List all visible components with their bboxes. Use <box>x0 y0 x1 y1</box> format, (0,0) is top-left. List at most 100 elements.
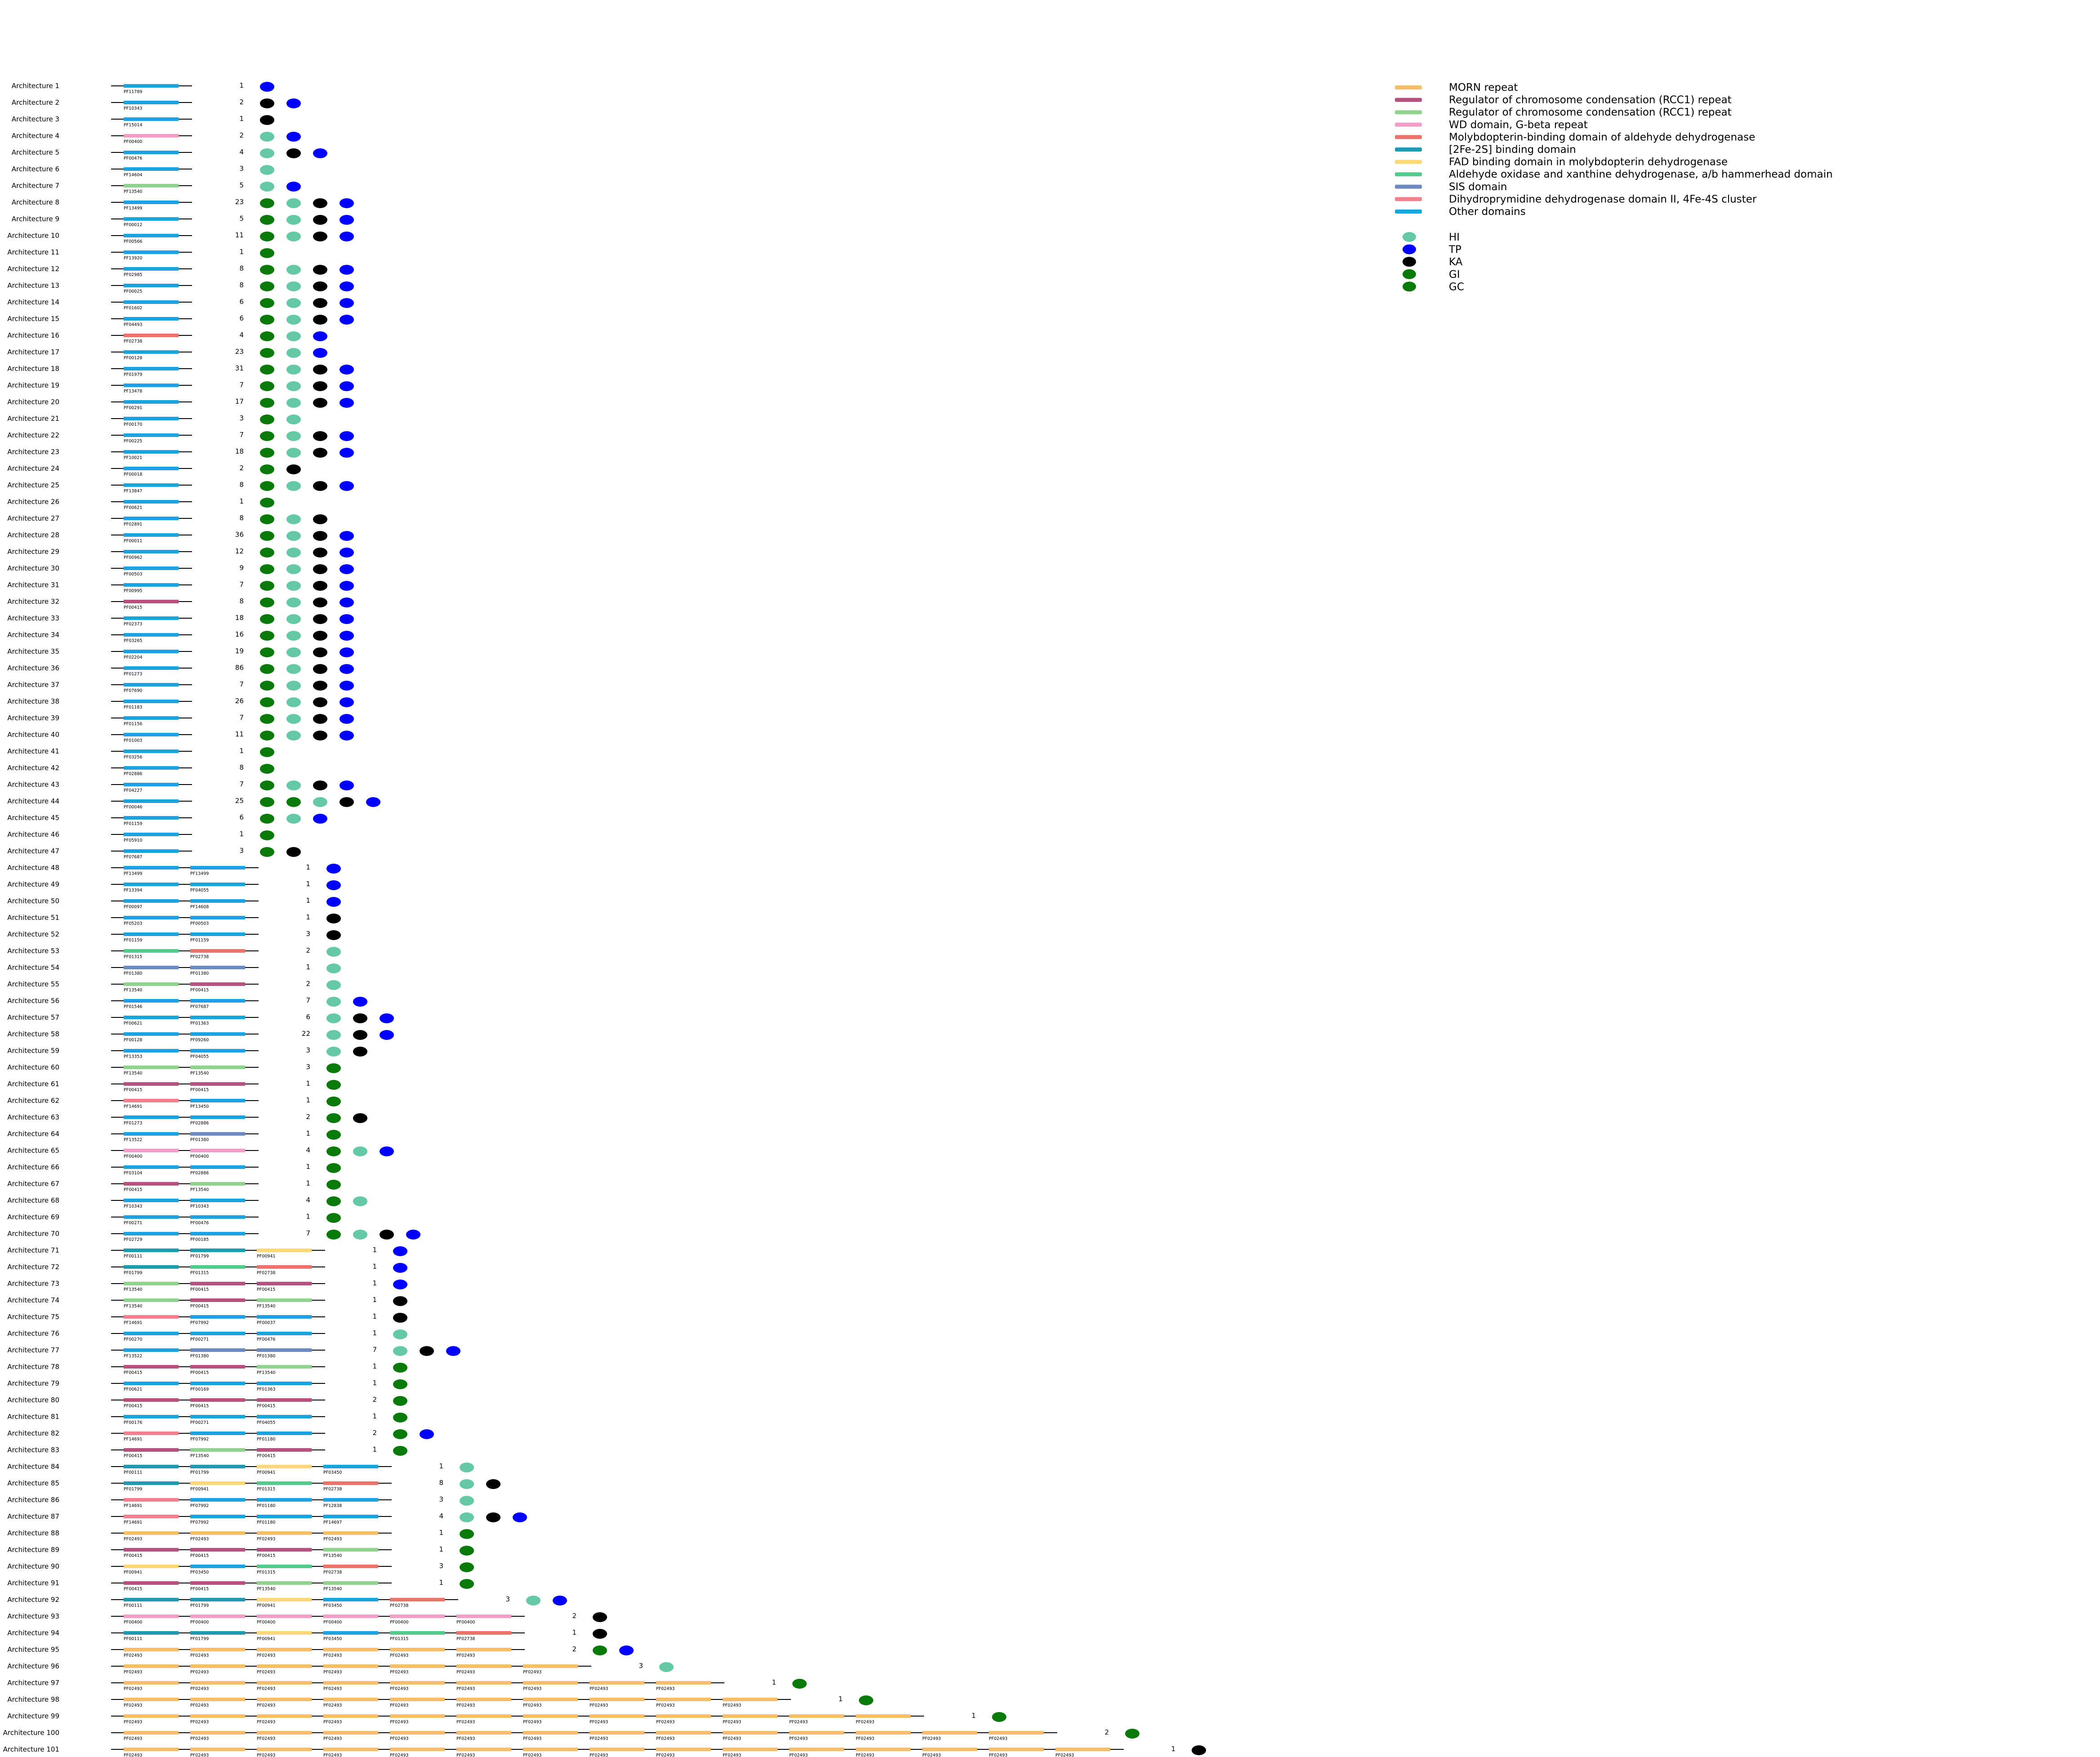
pfam-id-label: PF00941 <box>124 1570 142 1575</box>
pfam-id-label: PF00415 <box>124 1404 142 1409</box>
group-dot-ka <box>340 797 354 807</box>
architecture-row: Architecture 51 PF05203 PF00503 1 <box>7 913 341 926</box>
architecture-count: 3 <box>239 847 244 855</box>
group-dot-tp <box>366 797 380 807</box>
group-dot-gi <box>792 1679 807 1689</box>
architecture-row: Architecture 63 PF01273 PF02886 2 <box>7 1113 367 1126</box>
pfam-id-label: PF14691 <box>124 1503 142 1508</box>
domain-bar <box>124 1082 179 1086</box>
domain-bar <box>190 1165 245 1169</box>
architecture-count: 5 <box>239 181 244 189</box>
group-dot-gi <box>260 814 274 824</box>
group-dot-gi <box>260 631 274 641</box>
legend-swatch <box>1395 98 1422 102</box>
domain-bar <box>124 517 179 520</box>
architecture-row: Architecture 57 PF00621 PF01363 6 <box>7 1013 394 1026</box>
domain-bar <box>124 916 179 919</box>
domain-bar <box>257 1481 312 1485</box>
architecture-row: Architecture 22 PF00225 7 <box>7 431 354 444</box>
domain-bar <box>723 1748 777 1751</box>
pfam-id-label: PF02493 <box>257 1736 275 1741</box>
architecture-count: 6 <box>239 314 244 322</box>
pfam-id-label: PF13540 <box>124 1304 142 1309</box>
domain-bar <box>124 1232 179 1235</box>
domain-bar <box>124 1565 179 1568</box>
domain-bar <box>124 1531 179 1535</box>
domain-bar <box>656 1698 711 1701</box>
architecture-label: Architecture 52 <box>7 930 59 938</box>
group-dot-hi <box>326 947 341 957</box>
group-dot-gi <box>260 697 274 707</box>
architecture-count: 1 <box>239 830 244 838</box>
domain-bar <box>989 1748 1044 1751</box>
group-dot-hi <box>286 681 301 691</box>
domain-bar <box>124 999 179 1003</box>
pfam-id-label: PF03450 <box>323 1637 342 1641</box>
group-dot-hi <box>353 1146 367 1156</box>
legend-dot <box>1403 232 1416 242</box>
legend-label: SIS domain <box>1449 181 1507 193</box>
pfam-id-label: PF00012 <box>124 223 142 227</box>
architecture-count: 4 <box>306 1196 310 1204</box>
domain-bar <box>124 866 179 870</box>
group-dot-hi <box>286 281 301 291</box>
group-dot-tp <box>326 864 341 874</box>
pfam-id-label: PF02493 <box>456 1653 475 1658</box>
group-dot-gi <box>260 198 274 208</box>
legend-dot <box>1403 244 1416 254</box>
domain-bar <box>124 1049 179 1052</box>
pfam-id-label: PF13499 <box>190 871 209 876</box>
architecture-count: 36 <box>235 531 244 539</box>
legend-item-domain: MORN repeat <box>1395 82 1518 94</box>
architecture-count: 1 <box>439 1545 443 1553</box>
group-dot-gi <box>460 1546 474 1556</box>
domain-bar <box>257 1498 312 1502</box>
pfam-id-label: PF02493 <box>523 1720 541 1725</box>
architecture-row: Architecture 5 PF00476 4 <box>12 148 327 161</box>
pfam-id-label: PF00400 <box>323 1620 342 1625</box>
pfam-id-label: PF13540 <box>124 189 142 194</box>
architecture-row: Architecture 35 PF02204 19 <box>7 647 354 660</box>
legend-swatch <box>1395 197 1422 201</box>
architecture-count: 17 <box>235 397 244 406</box>
pfam-id-label: PF00400 <box>456 1620 475 1625</box>
architecture-count: 2 <box>306 980 310 988</box>
legend-label: KA <box>1449 256 1463 268</box>
architecture-row: Architecture 62 PF14691 PF13450 1 <box>7 1096 341 1109</box>
domain-bar <box>124 583 179 587</box>
domain-bar <box>190 1315 245 1319</box>
pfam-id-label: PF01180 <box>257 1437 275 1442</box>
pfam-id-label: PF02493 <box>323 1736 342 1741</box>
architecture-count: 4 <box>439 1512 443 1520</box>
domain-bar <box>124 1348 179 1352</box>
domain-bar <box>323 1581 378 1585</box>
pfam-id-label: PF01799 <box>124 1271 142 1275</box>
domain-bar <box>190 1681 245 1685</box>
architecture-row: Architecture 95 PF02493 PF02493 PF02493 PF02… <box>7 1645 634 1658</box>
architecture-count: 3 <box>239 414 244 422</box>
architecture-label: Architecture 54 <box>7 963 59 972</box>
architecture-label: Architecture 32 <box>7 598 59 606</box>
group-dot-gi <box>260 581 274 591</box>
legend-swatch <box>1395 160 1422 164</box>
legend-item-domain: [2Fe-2S] binding domain <box>1395 144 1576 156</box>
domain-bar <box>590 1698 644 1701</box>
group-dot-tp <box>340 381 354 391</box>
architecture-count: 2 <box>306 946 310 954</box>
pfam-id-label: PF00415 <box>124 1553 142 1558</box>
group-dot-hi <box>460 1496 474 1506</box>
domain-bar <box>124 966 179 969</box>
architecture-row: Architecture 89 PF00415 PF00415 PF00415 PF13… <box>7 1545 474 1558</box>
domain-bar <box>124 1714 179 1718</box>
domain-bar <box>323 1681 378 1685</box>
pfam-id-label: PF01003 <box>124 738 142 743</box>
group-dot-gi <box>260 564 274 574</box>
architecture-label: Architecture 58 <box>7 1030 59 1038</box>
domain-bar <box>124 1265 179 1269</box>
architecture-row: Architecture 50 PF00097 PF14608 1 <box>7 896 341 910</box>
group-dot-tp <box>313 814 327 824</box>
domain-bar <box>124 1182 179 1186</box>
domain-bar <box>257 1548 312 1552</box>
domain-bar <box>190 982 245 986</box>
pfam-id-label: PF01363 <box>190 1021 209 1026</box>
